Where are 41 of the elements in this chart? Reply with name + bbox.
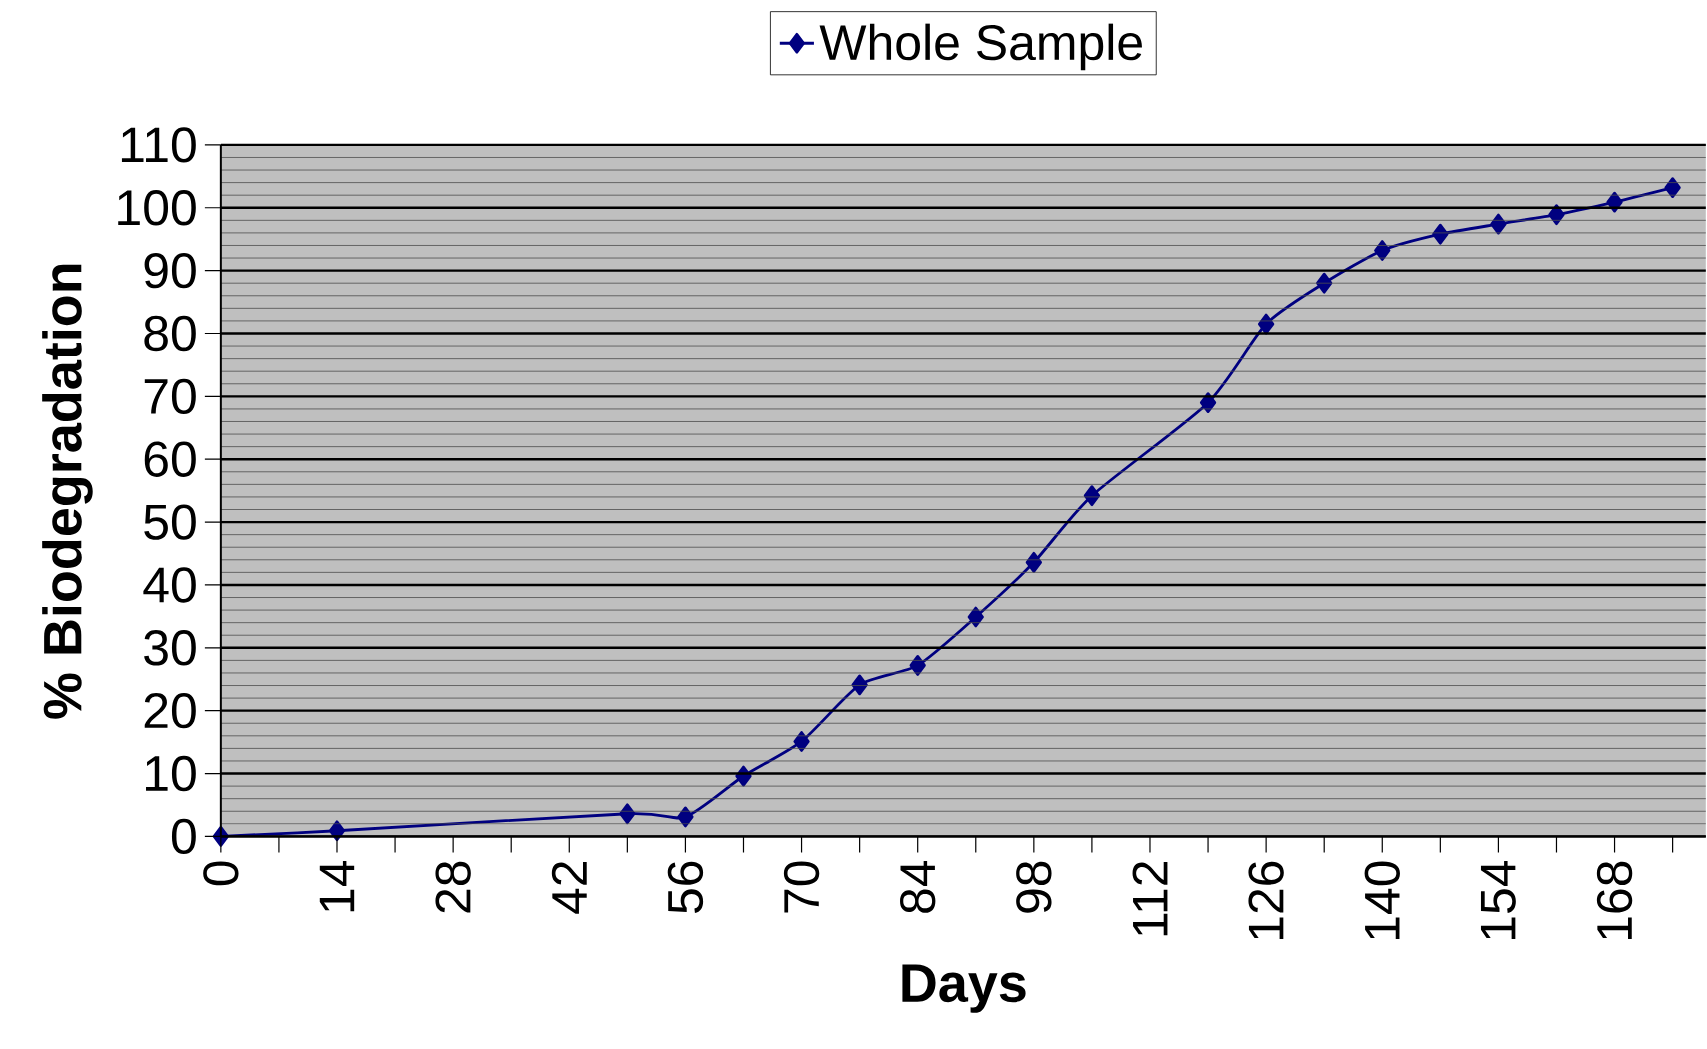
- point: [1548, 204, 1565, 225]
- point: [1025, 551, 1042, 573]
- point: [1490, 213, 1507, 235]
- x-tick-label: 84: [900, 860, 936, 913]
- x-tick-label: 98: [1016, 861, 1052, 913]
- y-axis-title: % Biodegradation: [42, 264, 93, 719]
- point: [1316, 272, 1333, 294]
- x-tick-label: 70: [783, 861, 820, 913]
- x-axis-title: Days: [902, 964, 1026, 1013]
- legend-label: Whole Sample: [819, 23, 1142, 71]
- x-tick-label: 154: [1480, 860, 1516, 939]
- y-tick-label: 90: [144, 252, 196, 289]
- y-tick-label: 50: [144, 504, 196, 540]
- x-tick-label: 56: [667, 861, 704, 913]
- y-tick-label: 40: [143, 567, 196, 603]
- point: [1664, 177, 1681, 198]
- point: [909, 654, 926, 676]
- x-tick-label: 28: [435, 861, 471, 913]
- x-tick-label: 112: [1132, 861, 1168, 936]
- y-tick-label: 80: [144, 315, 196, 352]
- point: [1374, 239, 1391, 261]
- x-tick-label: 14: [319, 860, 355, 912]
- y-tick-label: 30: [144, 630, 196, 666]
- x-tick-label: 42: [551, 861, 587, 914]
- point: [619, 803, 636, 825]
- x-tick-label: 126: [1248, 861, 1284, 939]
- x-tick-label: 0: [203, 861, 239, 886]
- y-tick-label: 70: [144, 378, 196, 414]
- y-tick-label: 10: [146, 755, 196, 792]
- point: [967, 606, 984, 628]
- y-tick-label: 100: [118, 189, 196, 226]
- y-tick-label: 20: [144, 692, 196, 729]
- point: [793, 730, 810, 752]
- x-tick-label: 168: [1596, 861, 1633, 939]
- point: [851, 674, 868, 696]
- point: [677, 806, 694, 828]
- point: [1606, 191, 1623, 213]
- x-tick-label: 140: [1364, 861, 1400, 939]
- y-tick-label: 60: [144, 441, 196, 477]
- y-tick-label: 0: [171, 818, 196, 854]
- y-tick-label: 110: [121, 127, 196, 163]
